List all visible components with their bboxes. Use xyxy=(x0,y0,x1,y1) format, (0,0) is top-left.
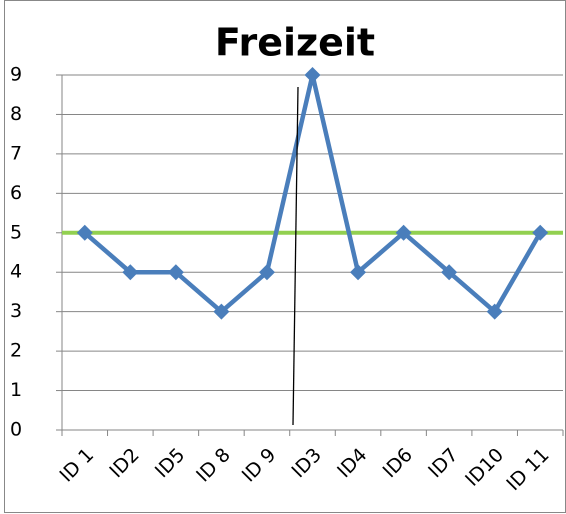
data-point xyxy=(441,264,458,281)
chart-title: Freizeit xyxy=(215,21,375,65)
y-tick-label: 2 xyxy=(10,340,22,362)
data-point xyxy=(258,264,275,281)
y-tick-label: 0 xyxy=(10,419,22,441)
y-tick-label: 9 xyxy=(10,64,22,86)
data-point xyxy=(395,224,412,241)
y-tick-label: 1 xyxy=(10,379,22,401)
y-tick-label: 6 xyxy=(10,182,22,204)
y-tick-label: 7 xyxy=(10,142,22,164)
data-point xyxy=(167,264,184,281)
chart-frame xyxy=(4,0,566,513)
data-point xyxy=(486,303,503,320)
data-point xyxy=(76,224,93,241)
y-tick-label: 3 xyxy=(10,300,22,322)
data-point xyxy=(304,67,321,83)
y-tick-label: 8 xyxy=(10,103,22,125)
data-point xyxy=(213,303,230,320)
y-tick-label: 5 xyxy=(10,221,22,243)
data-point xyxy=(532,224,549,241)
annotation-line xyxy=(292,86,299,426)
data-point xyxy=(350,264,367,281)
y-tick-label: 4 xyxy=(10,261,22,283)
data-point xyxy=(122,264,139,281)
